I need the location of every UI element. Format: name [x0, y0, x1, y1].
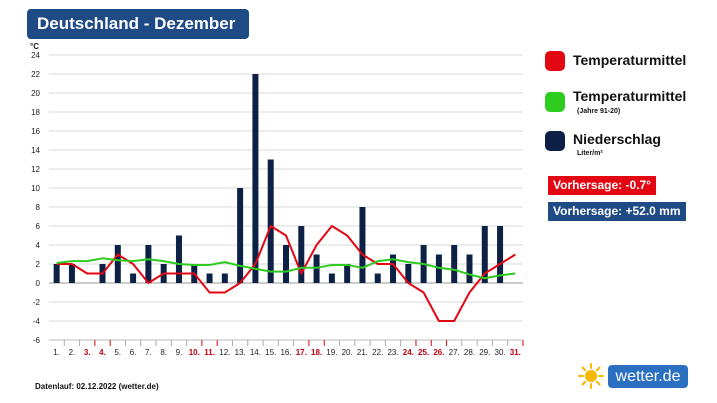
x-tick-label: 6. [130, 348, 137, 357]
x-tick-label: 14. [250, 348, 261, 357]
legend-sub-normal: (Jahre 91-20) [577, 108, 621, 115]
legend-swatch-normal [545, 92, 565, 112]
precip-bar [497, 226, 504, 283]
precip-bar [359, 207, 366, 283]
forecast-temp-badge: Vorhersage: -0.7° [548, 176, 656, 195]
x-tick-label: 2. [69, 348, 76, 357]
precip-bar [130, 273, 137, 283]
precip-bar [298, 226, 305, 283]
precip-bar [374, 273, 381, 283]
legend-swatch-precip [545, 131, 565, 151]
x-tick-label: 28. [464, 348, 475, 357]
y-tick-label: 6 [36, 222, 41, 231]
precip-bar [390, 254, 397, 283]
x-tick-label: 3. [84, 348, 91, 357]
precip-bar [145, 245, 152, 283]
x-tick-label: 10. [189, 348, 200, 357]
x-tick-label: 11. [204, 348, 215, 357]
x-tick-label: 7. [145, 348, 152, 357]
legend-swatch-temp [545, 51, 565, 71]
precip-bar [481, 226, 488, 283]
precip-bar [328, 273, 335, 283]
logo-text: wetter.de [608, 365, 688, 388]
normal-temp-line [56, 257, 516, 280]
x-tick-label: 13. [235, 348, 246, 357]
legend-label-precip: Niederschlag [573, 131, 661, 147]
x-tick-label: 24. [403, 348, 414, 357]
precip-bar [252, 74, 259, 283]
legend-sub-precip: Liter/m² [577, 150, 603, 157]
precip-bar [221, 273, 228, 283]
x-tick-label: 30. [495, 348, 506, 357]
forecast-precip-badge: Vorhersage: +52.0 mm [548, 202, 686, 221]
x-tick-label: 15. [265, 348, 276, 357]
y-tick-label: -2 [33, 298, 41, 307]
precip-bar [466, 254, 473, 283]
precip-bar [344, 264, 351, 283]
legend-label-temp: Temperaturmittel [573, 52, 687, 68]
wetter-logo[interactable]: wetter.de [578, 363, 690, 389]
x-tick-label: 31. [510, 348, 521, 357]
x-tick-label: 27. [449, 348, 460, 357]
x-tick-label: 9. [176, 348, 183, 357]
y-tick-label: 18 [31, 108, 40, 117]
y-tick-label: -4 [33, 317, 41, 326]
precip-bar [206, 273, 213, 283]
precip-bar [53, 264, 60, 283]
precip-bar [237, 188, 244, 283]
precip-bar [68, 264, 75, 283]
y-tick-label: 12 [31, 165, 40, 174]
sun-icon [578, 363, 604, 389]
x-tick-label: 23. [387, 348, 398, 357]
page-title: Deutschland - Dezember [27, 9, 249, 39]
precip-bar [283, 245, 289, 283]
x-tick-label: 22. [372, 348, 383, 357]
precip-bar [114, 245, 121, 283]
x-tick-label: 29. [479, 348, 490, 357]
y-tick-label: 0 [36, 279, 41, 288]
y-tick-label: 24 [31, 51, 40, 60]
x-tick-label: 5. [114, 348, 121, 357]
y-unit-label: °C [30, 42, 39, 51]
x-tick-label: 20. [342, 348, 353, 357]
y-tick-label: 16 [31, 127, 40, 136]
y-tick-label: 22 [31, 70, 40, 79]
y-tick-label: 14 [31, 146, 40, 155]
y-tick-label: 10 [31, 184, 40, 193]
x-tick-label: 8. [160, 348, 167, 357]
x-tick-label: 25. [418, 348, 429, 357]
x-tick-label: 18. [311, 348, 322, 357]
y-tick-label: 20 [31, 89, 40, 98]
y-tick-label: 2 [36, 260, 41, 269]
x-tick-label: 12. [219, 348, 230, 357]
x-tick-label: 4. [99, 348, 106, 357]
x-tick-label: 1. [53, 348, 60, 357]
precip-bar [405, 264, 412, 283]
source-note: Datenlauf: 02.12.2022 (wetter.de) [35, 382, 159, 391]
y-tick-label: 4 [36, 241, 41, 250]
y-tick-label: -6 [33, 336, 41, 345]
precip-bar [267, 159, 274, 283]
precip-bar [451, 245, 458, 283]
x-tick-label: 26. [433, 348, 444, 357]
precip-bar [175, 235, 182, 283]
y-tick-label: 8 [36, 203, 41, 212]
legend-label-normal: Temperaturmittel [573, 88, 687, 104]
x-tick-label: 16. [280, 348, 291, 357]
temp-line [56, 225, 516, 322]
x-tick-label: 17. [296, 348, 307, 357]
x-tick-label: 21. [357, 348, 368, 357]
x-tick-label: 19. [326, 348, 337, 357]
